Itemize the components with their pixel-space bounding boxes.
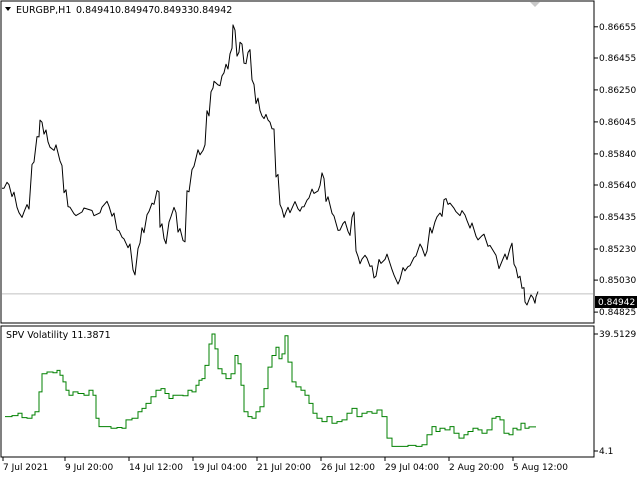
price-axis-label: 0.86045 xyxy=(599,118,636,128)
ohlc-low: 0.84933 xyxy=(154,5,193,16)
price-axis-label: 0.85030 xyxy=(599,276,636,286)
price-axis[interactable]: 0.86655 0.86455 0.86250 0.86045 0.85840 0.856… xyxy=(594,23,636,318)
current-price-tag-label: 0.84942 xyxy=(598,298,635,308)
time-axis-label: 14 Jul 12:00 xyxy=(129,463,183,473)
price-axis-label: 0.84825 xyxy=(599,308,636,318)
price-axis-label: 0.85435 xyxy=(599,213,636,223)
ohlc-high: 0.84947 xyxy=(115,5,154,16)
price-axis-label: 0.85640 xyxy=(599,181,636,191)
volatility-series-line xyxy=(5,333,536,447)
price-series-line xyxy=(2,24,539,306)
ohlc-close: 0.84942 xyxy=(193,5,232,16)
price-axis-label: 0.85230 xyxy=(599,245,636,255)
indicator-axis[interactable]: 39.5129 4.1 xyxy=(594,330,636,457)
time-axis-label: 7 Jul 2021 xyxy=(3,463,48,473)
time-axis-label: 5 Aug 12:00 xyxy=(513,463,568,473)
ohlc-open: 0.84941 xyxy=(76,5,115,16)
indicator-label: SPV Volatility 11.3871 xyxy=(6,330,111,341)
indicator-scale-top: 39.5129 xyxy=(599,330,636,340)
symbol-info-label: EURGBP,H1 xyxy=(16,5,71,16)
collapse-triangle-icon[interactable] xyxy=(5,7,11,11)
time-axis-label: 26 Jul 12:00 xyxy=(321,463,375,473)
chart-shift-marker-icon[interactable] xyxy=(530,2,540,7)
time-axis-label: 2 Aug 20:00 xyxy=(449,463,504,473)
time-axis-label: 29 Jul 04:00 xyxy=(385,463,439,473)
indicator-scale-bottom: 4.1 xyxy=(599,447,613,457)
price-axis-label: 0.86250 xyxy=(599,86,636,96)
time-axis-label: 19 Jul 04:00 xyxy=(193,463,247,473)
indicator-window[interactable]: SPV Volatility 11.3871 xyxy=(0,325,595,458)
price-window[interactable]: EURGBP,H1 0.84941 0.84947 0.84933 0.8494… xyxy=(0,0,595,324)
time-axis-label: 21 Jul 20:00 xyxy=(257,463,311,473)
indicator-window-frame xyxy=(0,325,595,458)
time-axis[interactable]: 7 Jul 2021 9 Jul 20:00 14 Jul 12:00 19 Jul … xyxy=(2,457,568,473)
price-axis-label: 0.86455 xyxy=(599,54,636,64)
price-axis-label: 0.86655 xyxy=(599,23,636,33)
price-window-frame xyxy=(0,0,595,324)
price-axis-label: 0.85840 xyxy=(599,150,636,160)
time-axis-label: 9 Jul 20:00 xyxy=(65,463,114,473)
current-price-tag: 0.84942 xyxy=(595,296,637,308)
